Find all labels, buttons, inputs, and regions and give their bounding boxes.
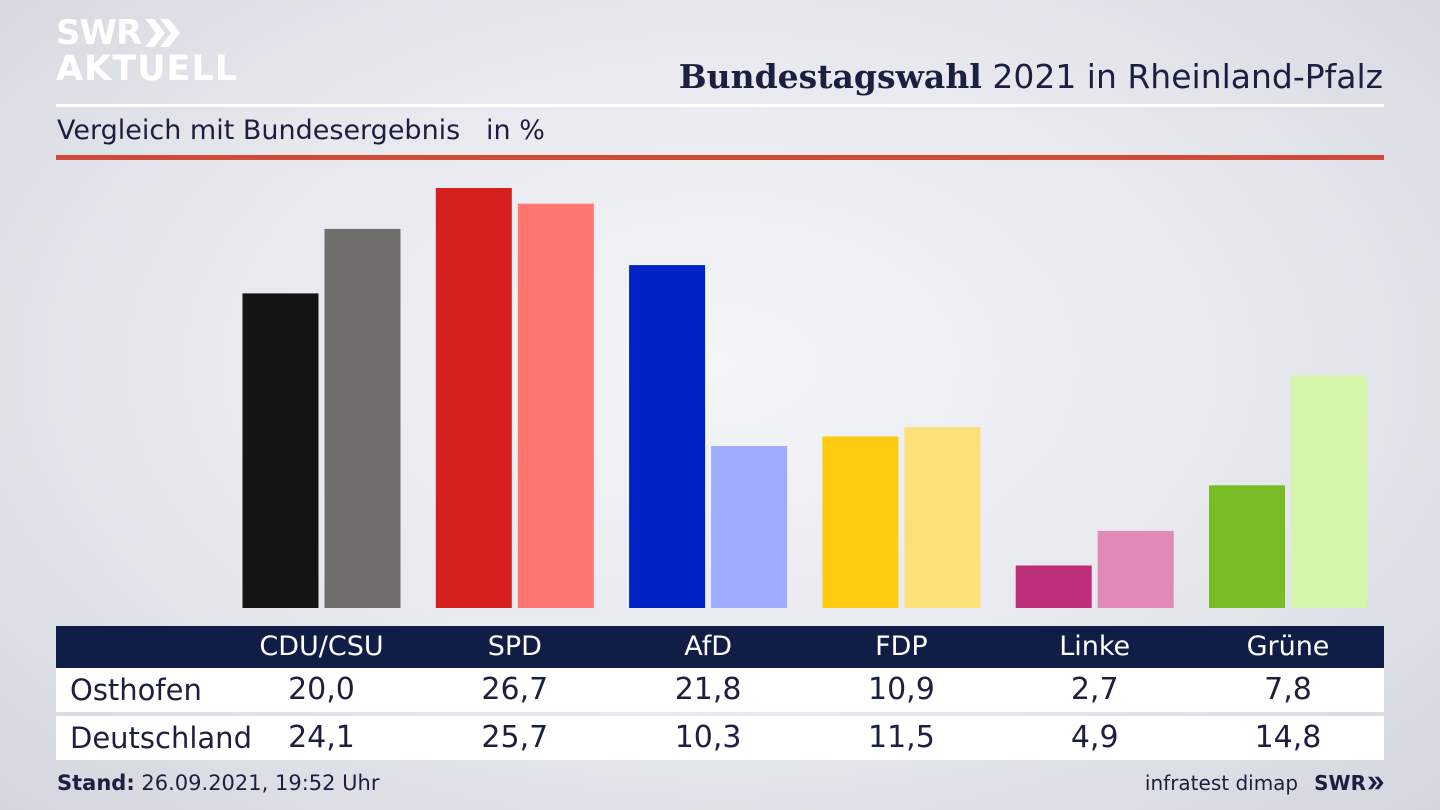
bar-osthofen-3 <box>822 436 899 608</box>
bar-osthofen-4 <box>1015 565 1092 608</box>
bar-deutschland-2 <box>711 446 788 608</box>
bar-deutschland-0 <box>324 228 401 608</box>
table-cell-0-3: 10,9 <box>867 672 935 707</box>
table-cell-1-4: 4,9 <box>1070 720 1119 755</box>
title-divider <box>56 104 1384 107</box>
bar-osthofen-0 <box>242 293 319 608</box>
logo-aktuell-text: AKTUELL <box>56 49 239 89</box>
column-header-5: Grüne <box>1246 631 1330 662</box>
table-cell-1-1: 25,7 <box>481 720 549 755</box>
table-header: CDU/CSU SPD AfD FDP Linke Grüne <box>56 626 1384 668</box>
logo-swr-text: SWR <box>56 13 142 53</box>
bar-osthofen-5 <box>1209 485 1285 608</box>
table-cell-0-5: 7,8 <box>1264 672 1312 707</box>
swr-footer-text: SWR <box>1314 771 1366 795</box>
stand-value: 26.09.2021, 19:52 Uhr <box>134 771 380 795</box>
table-row-osthofen: Osthofen 20,0 26,7 21,8 10,9 2,7 7,8 <box>56 668 1384 712</box>
bar-deutschland-1 <box>517 203 594 608</box>
timestamp: Stand: 26.09.2021, 19:52 Uhr <box>57 771 380 795</box>
table-cell-1-3: 11,5 <box>867 720 935 755</box>
results-table: CDU/CSU SPD AfD FDP Linke Grüne Osthofen 20,0… <box>56 626 1384 760</box>
column-header-0: CDU/CSU <box>259 631 384 662</box>
table-cell-1-0: 24,1 <box>288 720 355 755</box>
table-row-deutschland: Deutschland 24,1 25,7 10,3 11,5 4,9 14,8 <box>56 716 1384 760</box>
column-header-1: SPD <box>487 631 542 662</box>
chart-subtitle: Vergleich mit Bundesergebnis in % <box>57 115 545 146</box>
bar-deutschland-4 <box>1097 530 1174 608</box>
swr-footer-logo: SWR <box>1314 771 1384 795</box>
bar-deutschland-5 <box>1291 375 1367 608</box>
swr-aktuell-logo: SWR AKTUELL <box>56 16 238 87</box>
column-header-3: FDP <box>875 631 928 662</box>
stand-label: Stand: <box>57 771 135 795</box>
source-label: infratest dimap <box>1144 771 1299 795</box>
bar-osthofen-1 <box>435 188 512 608</box>
column-header-4: Linke <box>1059 631 1131 662</box>
double-chevron-small-icon <box>1368 776 1384 790</box>
row-label-deutschland: Deutschland <box>70 721 252 755</box>
table-cell-0-4: 2,7 <box>1070 672 1119 707</box>
table-cell-0-1: 26,7 <box>481 672 549 707</box>
subtitle-divider <box>56 155 1384 160</box>
chart-title-rest: 2021 in Rheinland-Pfalz <box>981 57 1383 96</box>
double-chevron-icon <box>145 19 181 47</box>
column-header-2: AfD <box>684 631 732 662</box>
table-cell-0-2: 21,8 <box>674 672 742 707</box>
row-label-osthofen: Osthofen <box>70 673 202 707</box>
table-cell-0-0: 20,0 <box>288 672 355 707</box>
table-cell-1-2: 10,3 <box>674 720 742 755</box>
bar-deutschland-3 <box>904 427 981 608</box>
bar-osthofen-2 <box>629 265 706 608</box>
chart-title: Bundestagswahl 2021 in Rheinland-Pfalz <box>679 57 1383 96</box>
source-credit: infratest dimap SWR <box>1145 771 1384 795</box>
chart-title-bold: Bundestagswahl <box>678 57 982 96</box>
table-cell-1-5: 14,8 <box>1254 720 1322 755</box>
